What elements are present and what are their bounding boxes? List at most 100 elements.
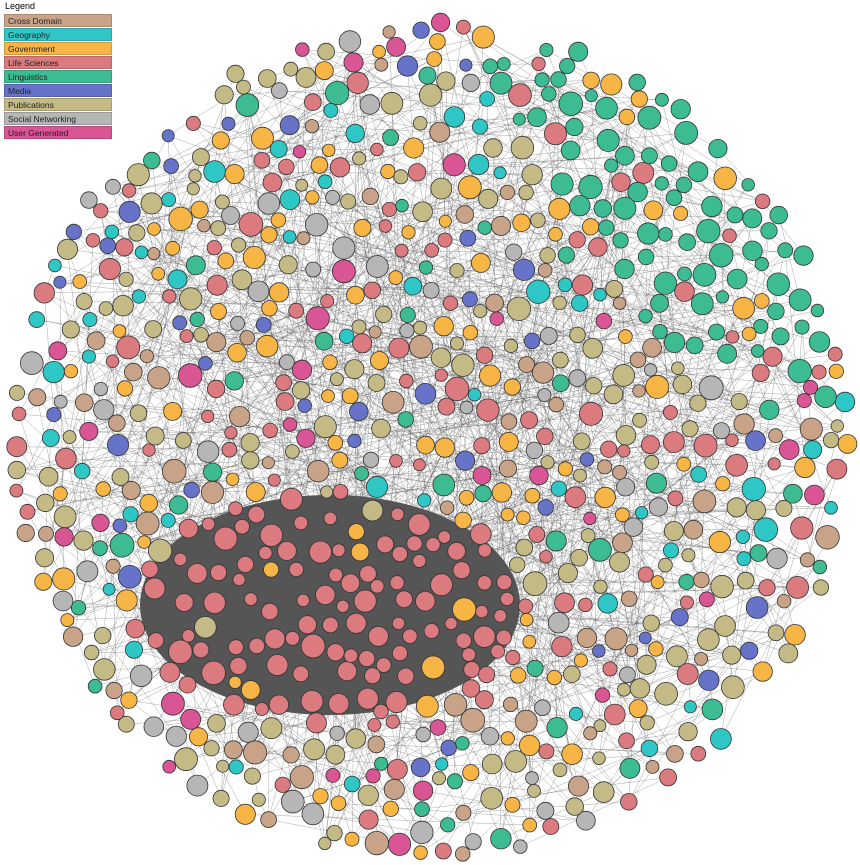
dataset-node[interactable] [303, 93, 322, 111]
dataset-node[interactable] [374, 756, 389, 771]
dataset-node[interactable] [343, 775, 361, 793]
dataset-node[interactable] [814, 385, 837, 409]
dataset-node[interactable] [221, 441, 238, 458]
dataset-node[interactable] [461, 679, 481, 698]
dataset-node[interactable] [560, 140, 581, 161]
dataset-node[interactable] [399, 323, 415, 339]
dataset-node[interactable] [159, 661, 181, 683]
dataset-node[interactable] [332, 236, 356, 260]
dataset-node[interactable] [314, 61, 334, 80]
dataset-node[interactable] [52, 590, 74, 612]
dataset-node[interactable] [433, 316, 454, 337]
dataset-node[interactable] [698, 669, 720, 691]
dataset-node[interactable] [93, 381, 108, 397]
dataset-node[interactable] [477, 543, 492, 558]
dataset-node[interactable] [344, 359, 365, 380]
dataset-node[interactable] [588, 237, 608, 257]
dataset-node[interactable] [261, 602, 279, 621]
dataset-node[interactable] [526, 279, 551, 304]
dataset-node[interactable] [470, 252, 491, 273]
dataset-node[interactable] [102, 582, 116, 596]
dataset-node[interactable] [640, 739, 659, 758]
dataset-node[interactable] [183, 481, 200, 499]
dataset-node[interactable] [473, 437, 491, 455]
dataset-node[interactable] [462, 325, 479, 341]
dataset-node[interactable] [387, 832, 412, 856]
dataset-node[interactable] [698, 375, 724, 401]
dataset-node[interactable] [305, 306, 330, 331]
dataset-node[interactable] [270, 82, 288, 99]
dataset-node[interactable] [685, 336, 704, 355]
dataset-node[interactable] [365, 768, 381, 784]
dataset-node[interactable] [461, 291, 478, 308]
dataset-node[interactable] [475, 604, 489, 619]
dataset-node[interactable] [389, 454, 403, 468]
dataset-node[interactable] [536, 801, 555, 820]
dataset-node[interactable] [637, 105, 662, 130]
dataset-node[interactable] [477, 220, 492, 235]
dataset-node[interactable] [394, 243, 409, 258]
dataset-node[interactable] [594, 687, 611, 703]
dataset-node[interactable] [247, 505, 266, 524]
dataset-node[interactable] [696, 219, 721, 244]
dataset-node[interactable] [239, 330, 255, 346]
dataset-node[interactable] [641, 435, 660, 455]
dataset-node[interactable] [430, 573, 453, 597]
dataset-node[interactable] [260, 811, 277, 828]
dataset-node[interactable] [811, 364, 827, 380]
dataset-node[interactable] [188, 727, 208, 747]
dataset-node[interactable] [91, 513, 110, 532]
dataset-node[interactable] [279, 487, 303, 511]
dataset-node[interactable] [326, 824, 343, 842]
dataset-node[interactable] [376, 535, 395, 554]
dataset-node[interactable] [638, 309, 653, 324]
dataset-node[interactable] [455, 846, 471, 862]
dataset-node[interactable] [480, 727, 500, 746]
dataset-node[interactable] [305, 261, 322, 278]
dataset-node[interactable] [542, 818, 560, 835]
dataset-node[interactable] [659, 768, 677, 787]
dataset-node[interactable] [790, 516, 814, 540]
dataset-node[interactable] [527, 784, 541, 798]
dataset-node[interactable] [115, 589, 138, 612]
dataset-node[interactable] [291, 381, 311, 400]
dataset-node[interactable] [521, 164, 543, 186]
dataset-node[interactable] [504, 796, 521, 813]
dataset-node[interactable] [544, 122, 568, 146]
dataset-node[interactable] [16, 523, 35, 543]
dataset-node[interactable] [229, 405, 251, 428]
dataset-node[interactable] [645, 374, 670, 399]
dataset-node[interactable] [546, 669, 563, 686]
dataset-node[interactable] [812, 579, 830, 596]
dataset-node[interactable] [201, 517, 216, 531]
dataset-node[interactable] [285, 444, 300, 459]
dataset-node[interactable] [654, 681, 678, 706]
dataset-node[interactable] [140, 192, 163, 215]
dataset-node[interactable] [694, 652, 708, 666]
dataset-node[interactable] [692, 262, 717, 287]
dataset-node[interactable] [179, 287, 203, 311]
dataset-node[interactable] [331, 259, 356, 284]
dataset-node[interactable] [141, 560, 159, 579]
dataset-node[interactable] [637, 222, 660, 245]
dataset-node[interactable] [79, 421, 99, 441]
dataset-node[interactable] [370, 351, 389, 370]
dataset-node[interactable] [55, 447, 77, 470]
dataset-node[interactable] [104, 224, 120, 240]
dataset-node[interactable] [667, 490, 684, 507]
dataset-node[interactable] [604, 627, 628, 651]
dataset-node[interactable] [62, 430, 77, 444]
dataset-node[interactable] [93, 203, 109, 219]
dataset-node[interactable] [359, 564, 377, 583]
dataset-node[interactable] [206, 240, 222, 256]
dataset-node[interactable] [255, 317, 272, 333]
dataset-node[interactable] [38, 466, 59, 487]
dataset-node[interactable] [592, 751, 606, 765]
dataset-node[interactable] [799, 417, 823, 441]
dataset-node[interactable] [323, 511, 338, 526]
dataset-node[interactable] [370, 579, 385, 594]
dataset-node[interactable] [517, 598, 534, 614]
dataset-node[interactable] [28, 388, 47, 407]
dataset-node[interactable] [375, 657, 392, 673]
dataset-node[interactable] [520, 411, 538, 430]
